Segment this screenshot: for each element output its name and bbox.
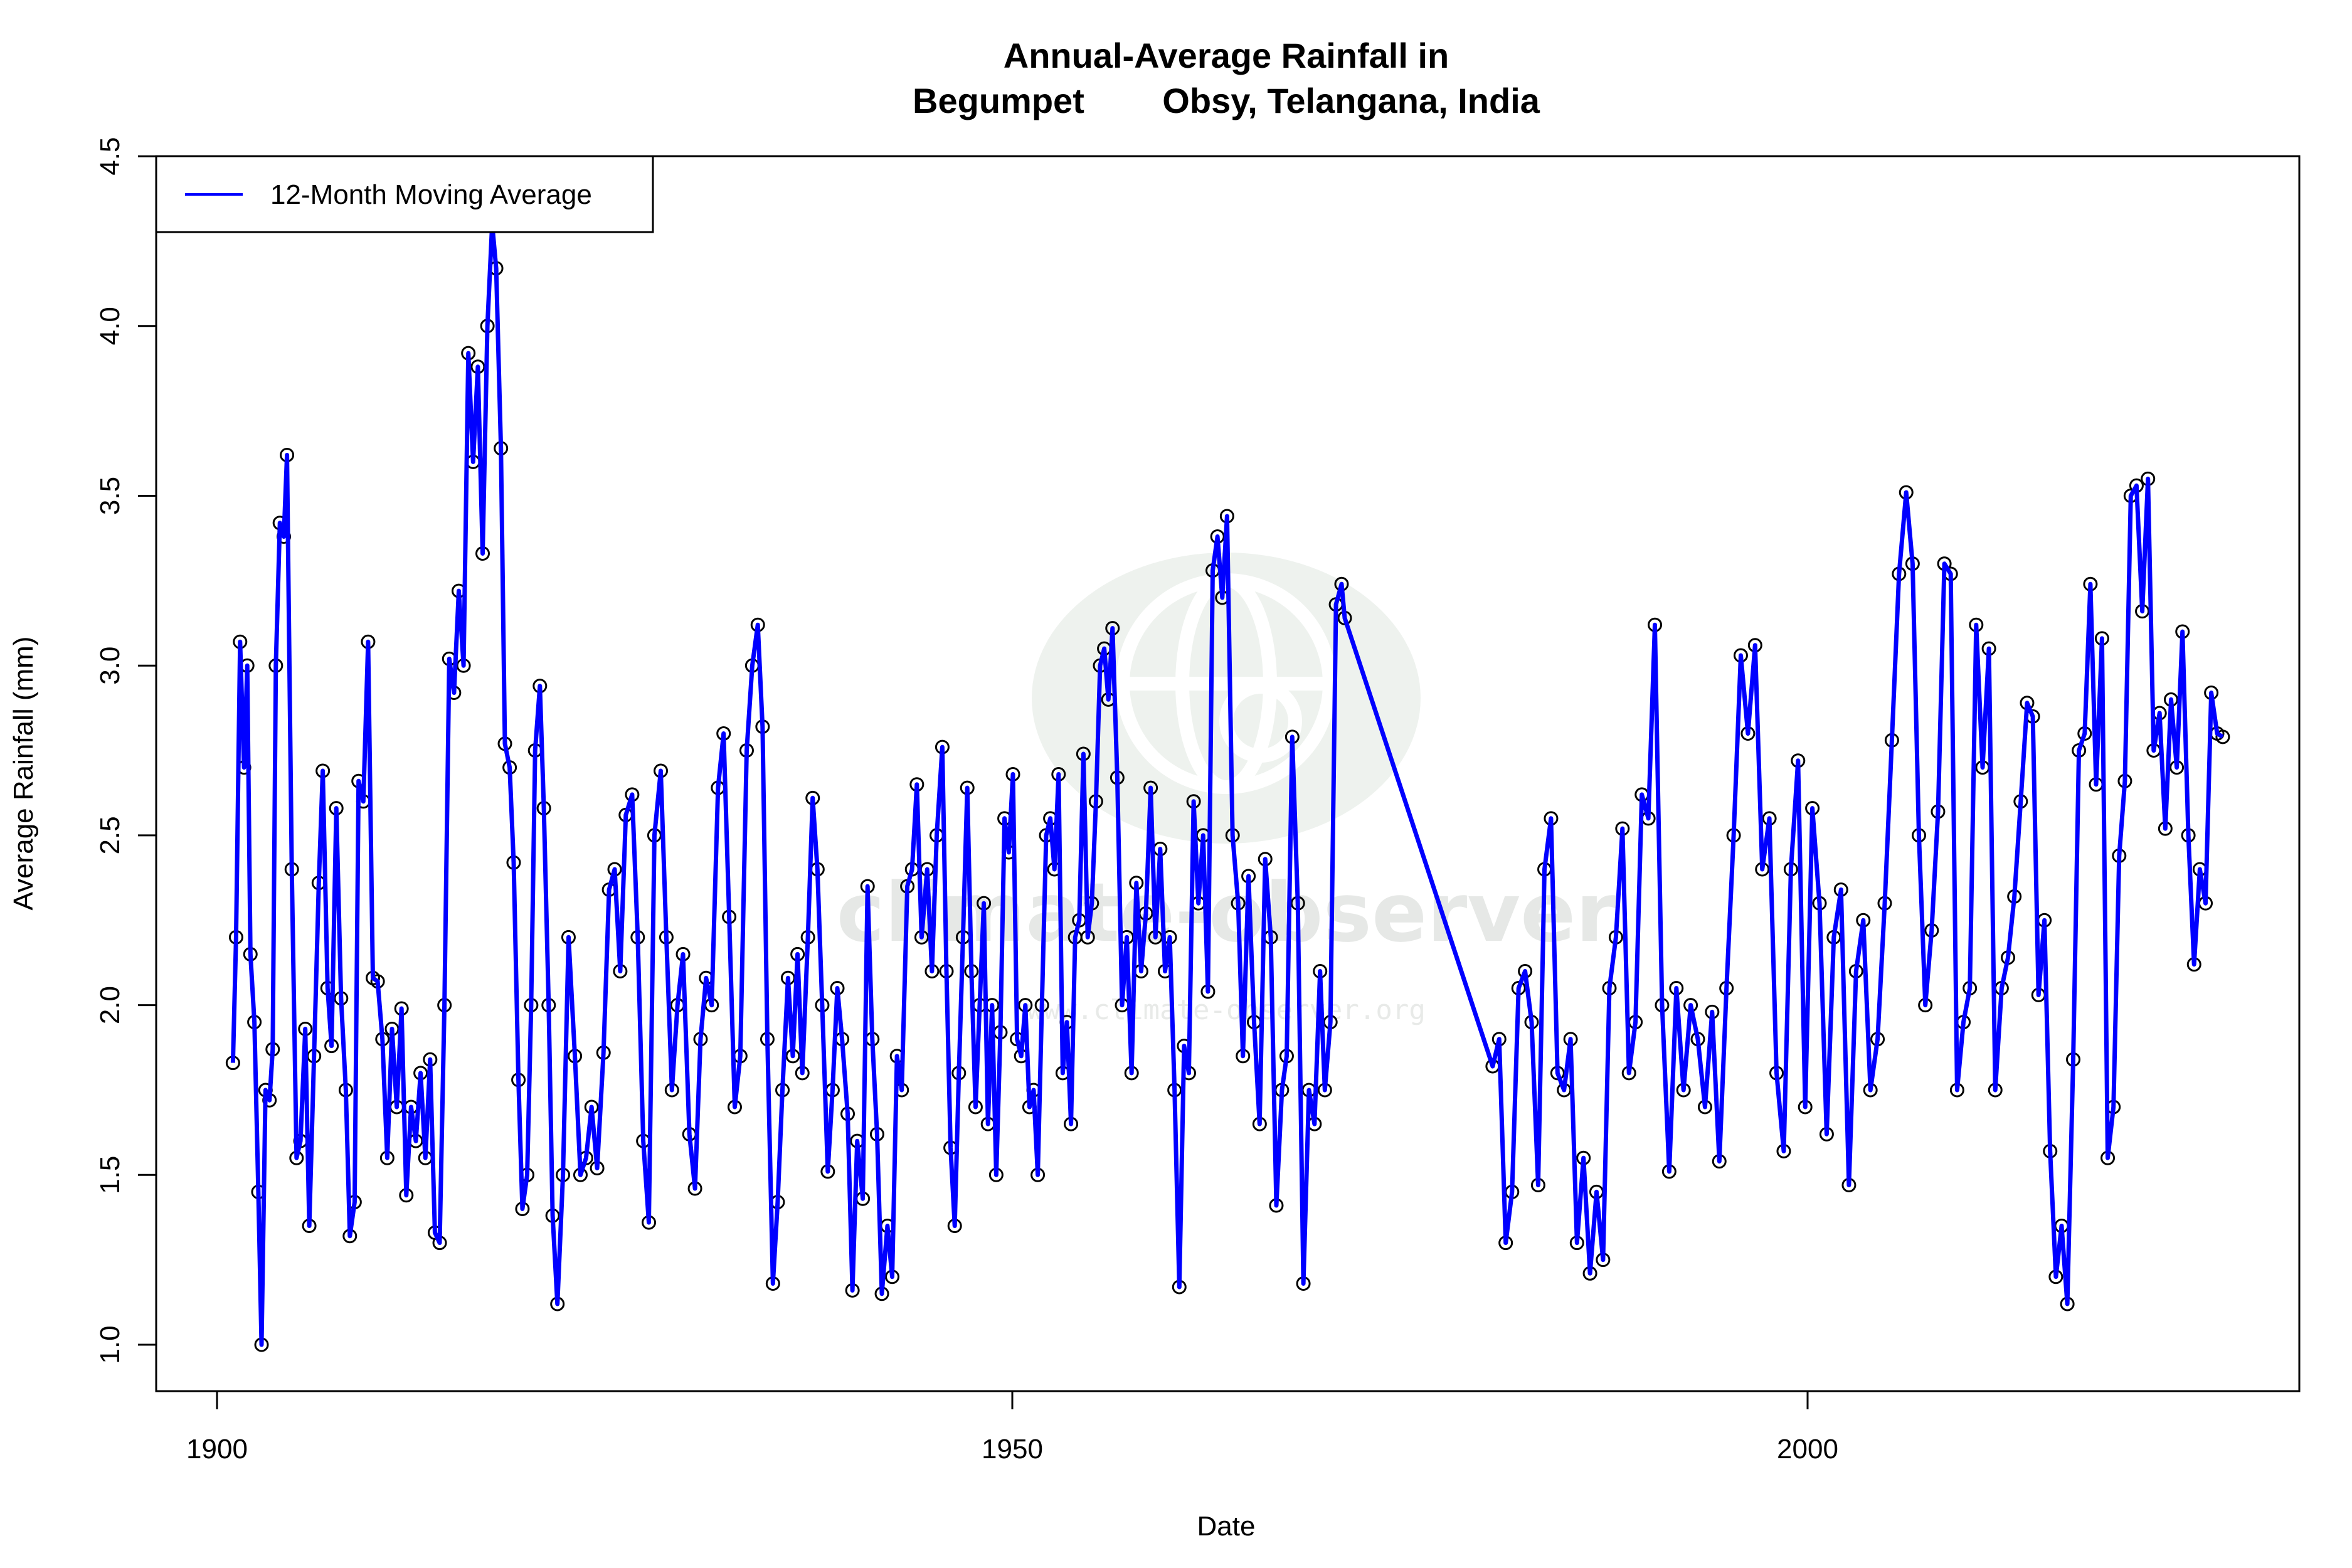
x-tick-label: 1900	[186, 1434, 248, 1465]
watermark-globe-icon	[1032, 553, 1421, 844]
y-tick-label: 3.0	[95, 647, 125, 685]
y-tick-label: 1.5	[95, 1156, 125, 1194]
y-tick-label: 1.0	[95, 1325, 125, 1364]
chart-title: Annual-Average Rainfall in	[1004, 36, 1449, 75]
watermark-logo-text: climate-observer	[837, 865, 1616, 960]
series-line	[230, 221, 2224, 1347]
legend-label: 12-Month Moving Average	[270, 179, 592, 210]
y-axis-label: Average Rainfall (mm)	[8, 637, 39, 911]
legend: 12-Month Moving Average	[155, 155, 654, 233]
chart-subtitle: Begumpet Obsy, Telangana, India	[913, 81, 1540, 120]
x-tick-label: 2000	[1777, 1434, 1838, 1465]
x-axis: 1900 1950 2000	[186, 1390, 1838, 1465]
y-tick-label: 3.5	[95, 477, 125, 515]
y-axis: 1.0 1.5 2.0 2.5 3.0 3.5 4.0 4.5	[95, 137, 157, 1364]
data-point	[2215, 729, 2230, 744]
y-tick-label: 2.0	[95, 986, 125, 1024]
x-tick-label: 1950	[982, 1434, 1043, 1465]
y-tick-label: 4.0	[95, 307, 125, 345]
y-tick-label: 2.5	[95, 816, 125, 854]
watermark: climate-observer www.climate-observer.or…	[837, 553, 1616, 1026]
x-axis-label: Date	[1197, 1511, 1256, 1542]
y-tick-label: 4.5	[95, 137, 125, 176]
watermark-url: www.climate-observer.org	[1027, 994, 1426, 1026]
